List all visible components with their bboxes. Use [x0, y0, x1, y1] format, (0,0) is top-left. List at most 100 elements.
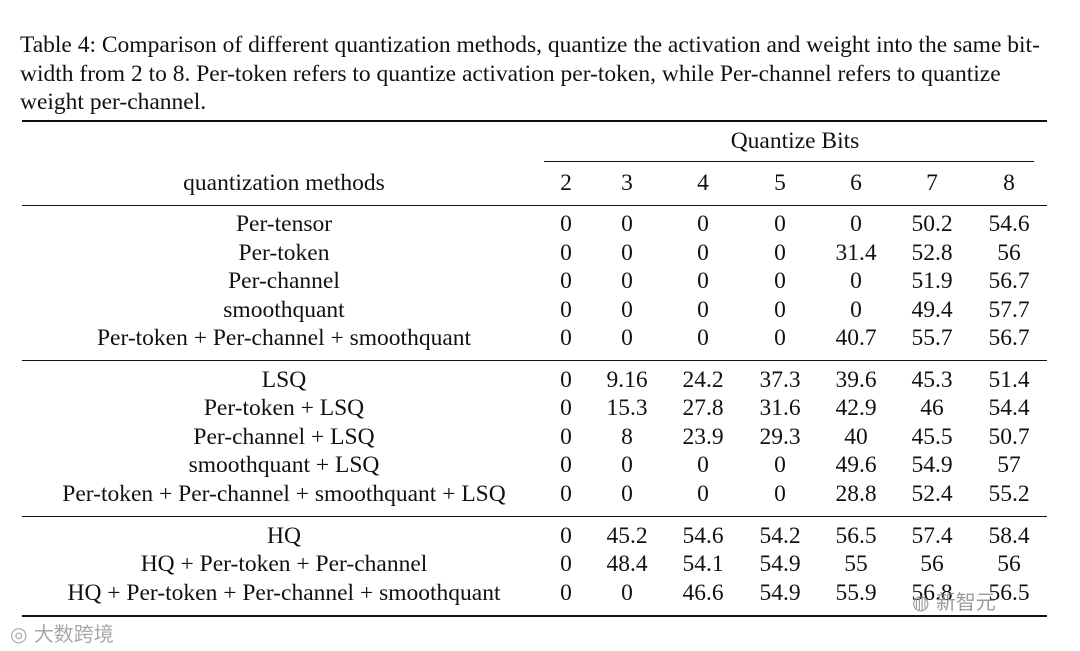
- value-cell: 48.4: [606, 551, 648, 577]
- value-cell: 0: [850, 297, 862, 323]
- value-cell: 0: [697, 325, 709, 351]
- value-cell: 0: [774, 452, 786, 478]
- value-cell: 0: [697, 240, 709, 266]
- watermark-right: ◍ 新智元: [912, 586, 996, 615]
- value-cell: 54.9: [759, 551, 801, 577]
- bit-header-3: 3: [621, 170, 633, 196]
- value-cell: 0: [621, 481, 633, 507]
- value-cell: 56: [997, 240, 1021, 266]
- method-cell: Per-channel + LSQ: [193, 424, 375, 450]
- table-row: smoothquant 0 0 0 0 0 49.4 57.7: [0, 296, 1080, 324]
- value-cell: 27.8: [682, 395, 724, 421]
- bit-header-5: 5: [774, 170, 786, 196]
- value-cell: 55.7: [911, 325, 953, 351]
- table-row: Per-token + Per-channel + smoothquant + …: [0, 480, 1080, 508]
- value-cell: 57.4: [911, 523, 953, 549]
- value-cell: 56.7: [988, 325, 1030, 351]
- bit-header-6: 6: [850, 170, 862, 196]
- value-cell: 56.5: [988, 580, 1030, 606]
- value-cell: 42.9: [835, 395, 877, 421]
- table-row: Per-channel + LSQ 0 8 23.9 29.3 40 45.5 50.7: [0, 423, 1080, 451]
- value-cell: 54.1: [682, 551, 724, 577]
- value-cell: 56: [920, 551, 944, 577]
- method-column-header: quantization methods: [183, 170, 385, 196]
- weibo-icon: ◎: [10, 622, 28, 646]
- value-cell: 0: [697, 211, 709, 237]
- value-cell: 9.16: [606, 367, 648, 393]
- value-cell: 40.7: [835, 325, 877, 351]
- value-cell: 56: [997, 551, 1021, 577]
- method-cell: smoothquant + LSQ: [188, 452, 380, 478]
- value-cell: 0: [560, 395, 572, 421]
- value-cell: 0: [850, 268, 862, 294]
- value-cell: 28.8: [835, 481, 877, 507]
- value-cell: 0: [621, 268, 633, 294]
- quantize-bits-cmidrule: [544, 161, 1034, 163]
- table-caption: Table 4: Comparison of different quantiz…: [20, 32, 1040, 115]
- table-bottom-rule: [22, 615, 1047, 617]
- value-cell: 58.4: [988, 523, 1030, 549]
- value-cell: 0: [560, 325, 572, 351]
- value-cell: 55: [844, 551, 868, 577]
- table-row: HQ 0 45.2 54.6 54.2 56.5 57.4 58.4: [0, 522, 1080, 550]
- value-cell: 0: [560, 551, 572, 577]
- table-row: smoothquant + LSQ 0 0 0 0 49.6 54.9 57: [0, 451, 1080, 479]
- table-row: Per-token + LSQ 0 15.3 27.8 31.6 42.9 46 54.4: [0, 394, 1080, 422]
- wechat-icon: ◍: [912, 590, 930, 614]
- value-cell: 0: [774, 325, 786, 351]
- value-cell: 55.2: [988, 481, 1030, 507]
- value-cell: 0: [621, 297, 633, 323]
- group-separator-rule: [22, 516, 1047, 518]
- method-cell: Per-tensor: [235, 211, 333, 237]
- method-cell: Per-token + Per-channel + smoothquant + …: [62, 481, 506, 507]
- value-cell: 50.2: [911, 211, 953, 237]
- value-cell: 56.5: [835, 523, 877, 549]
- value-cell: 0: [774, 240, 786, 266]
- value-cell: 49.4: [911, 297, 953, 323]
- value-cell: 52.8: [911, 240, 953, 266]
- value-cell: 45.3: [911, 367, 953, 393]
- value-cell: 0: [774, 268, 786, 294]
- value-cell: 51.9: [911, 268, 953, 294]
- value-cell: 55.9: [835, 580, 877, 606]
- table-row: HQ + Per-token + Per-channel 0 48.4 54.1 54.…: [0, 550, 1080, 578]
- value-cell: 0: [621, 211, 633, 237]
- method-cell: Per-channel: [228, 268, 340, 294]
- value-cell: 0: [621, 240, 633, 266]
- value-cell: 54.4: [988, 395, 1030, 421]
- value-cell: 0: [621, 325, 633, 351]
- table-row: LSQ 0 9.16 24.2 37.3 39.6 45.3 51.4: [0, 366, 1080, 394]
- group-separator-rule: [22, 360, 1047, 362]
- value-cell: 0: [560, 523, 572, 549]
- value-cell: 57.7: [988, 297, 1030, 323]
- value-cell: 54.6: [988, 211, 1030, 237]
- bit-header-8: 8: [1003, 170, 1015, 196]
- watermark-left-text: 大数跨境: [33, 622, 114, 646]
- value-cell: 50.7: [988, 424, 1030, 450]
- value-cell: 0: [560, 240, 572, 266]
- watermark-right-text: 新智元: [935, 590, 996, 614]
- watermark-left: ◎ 大数跨境: [10, 618, 114, 647]
- method-cell: Per-token: [238, 240, 330, 266]
- method-cell: LSQ: [261, 367, 307, 393]
- value-cell: 45.2: [606, 523, 648, 549]
- value-cell: 29.3: [759, 424, 801, 450]
- value-cell: 0: [774, 297, 786, 323]
- value-cell: 31.6: [759, 395, 801, 421]
- value-cell: 40: [844, 424, 868, 450]
- value-cell: 8: [621, 424, 633, 450]
- value-cell: 54.6: [682, 523, 724, 549]
- value-cell: 46: [920, 395, 944, 421]
- value-cell: 52.4: [911, 481, 953, 507]
- table-top-rule: [22, 120, 1047, 122]
- value-cell: 56.8: [911, 580, 953, 606]
- value-cell: 24.2: [682, 367, 724, 393]
- value-cell: 56.7: [988, 268, 1030, 294]
- value-cell: 46.6: [682, 580, 724, 606]
- value-cell: 0: [560, 268, 572, 294]
- quantize-bits-header: Quantize Bits: [730, 128, 860, 154]
- value-cell: 54.2: [759, 523, 801, 549]
- value-cell: 0: [697, 452, 709, 478]
- value-cell: 0: [560, 297, 572, 323]
- value-cell: 0: [850, 211, 862, 237]
